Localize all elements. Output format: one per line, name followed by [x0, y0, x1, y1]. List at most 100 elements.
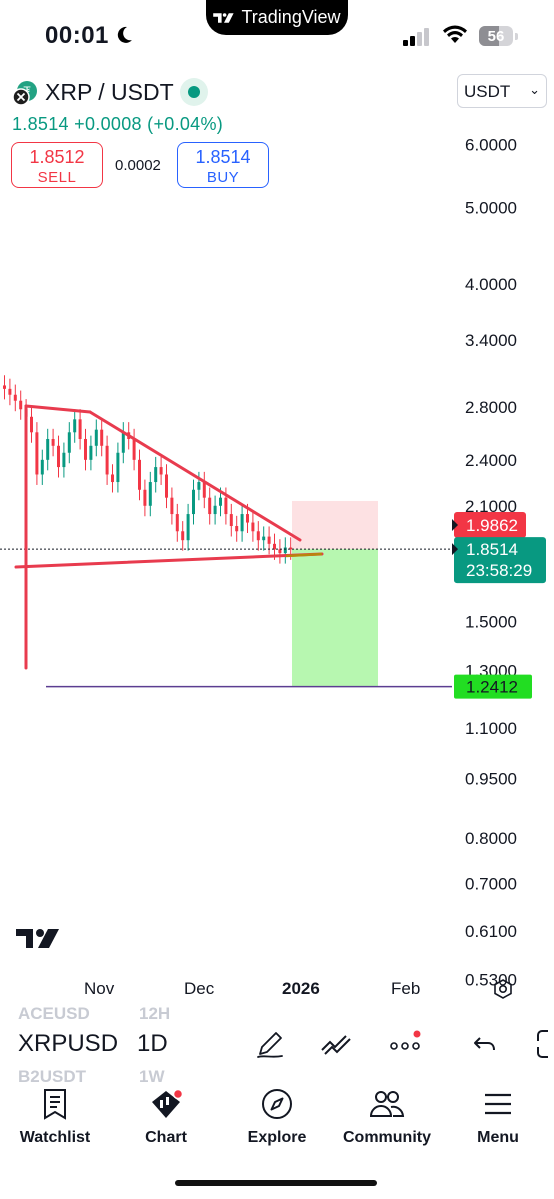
candle-body: [73, 419, 77, 433]
battery-nub: [515, 33, 518, 40]
candle-body: [278, 549, 282, 554]
battery-indicator: 56: [479, 26, 513, 46]
nav-chart-label: Chart: [145, 1129, 187, 1146]
candle-body: [159, 467, 163, 475]
home-indicator: [175, 1180, 377, 1186]
candle-body: [111, 474, 114, 483]
market-open-indicator: [180, 78, 208, 106]
compass-icon: [262, 1089, 292, 1119]
menu-icon: [485, 1093, 511, 1115]
symbol-ticker[interactable]: XRPUSD: [18, 1030, 119, 1057]
current-price-text: 1.8514: [466, 540, 518, 559]
candle-body: [273, 543, 276, 550]
candle-body: [256, 531, 260, 541]
candle-body: [30, 416, 33, 433]
candle-body: [262, 536, 266, 541]
drawing-pen-icon[interactable]: [254, 1028, 286, 1060]
prev-interval[interactable]: 12H: [139, 1004, 171, 1023]
candle-body: [8, 388, 12, 395]
target-price-tag-bg: [454, 511, 526, 538]
candle-body: [116, 452, 120, 483]
nav-community-label: Community: [343, 1129, 431, 1146]
candle-body: [3, 385, 6, 389]
nav-chart[interactable]: Chart: [116, 1088, 216, 1147]
candle-body: [67, 432, 71, 453]
target-price-tag-text: 1.9862: [466, 516, 518, 535]
watchlist-icon: [44, 1089, 66, 1120]
candle-body: [13, 394, 17, 401]
fullscreen-icon[interactable]: [536, 1028, 554, 1060]
price-axis-label: 3.4000: [465, 331, 517, 350]
chart-settings-icon[interactable]: [492, 978, 514, 1000]
trendline: [14, 552, 324, 569]
nav-community[interactable]: Community: [337, 1088, 437, 1147]
price-axis-label: 5.0000: [465, 198, 517, 217]
candle-body: [192, 489, 195, 515]
candle-body: [35, 432, 39, 475]
status-time: 00:01: [45, 22, 109, 49]
community-icon: [369, 1091, 405, 1117]
next-interval[interactable]: 1W: [139, 1067, 165, 1086]
candle-body: [138, 459, 141, 490]
buy-button[interactable]: 1.8514 BUY: [177, 142, 269, 188]
candle-body: [51, 438, 55, 446]
price-change-line: 1.8514 +0.0008 (+0.04%): [12, 114, 223, 135]
candle-body: [289, 547, 293, 550]
candle-body: [213, 505, 217, 515]
battery-level: 56: [487, 27, 505, 45]
candle-body: [246, 514, 249, 523]
time-label-nov: Nov: [84, 979, 115, 998]
symbol-title[interactable]: XRP / USDT: [45, 79, 174, 105]
price-axis-label: 0.5300: [465, 970, 517, 989]
candle-body: [132, 438, 136, 460]
change-value: +0.0008: [74, 114, 142, 134]
change-percent: (+0.04%): [147, 114, 224, 134]
trend-tools-icon[interactable]: [320, 1028, 352, 1060]
price-axis-label: 2.8000: [465, 398, 517, 417]
tradingview-banner[interactable]: TradingView: [206, 0, 348, 35]
candle-body: [84, 438, 87, 460]
nav-watchlist[interactable]: Watchlist: [5, 1088, 105, 1147]
candle-body: [202, 482, 206, 498]
candle-body: [224, 497, 228, 515]
stop-price-text: 1.2412: [466, 678, 518, 697]
interval-selector[interactable]: 1D: [137, 1030, 168, 1057]
nav-menu-label: Menu: [477, 1129, 519, 1146]
candle-body: [100, 429, 104, 446]
prev-symbol[interactable]: ACEUSD: [18, 1004, 90, 1023]
candle-body: [208, 497, 212, 515]
nav-explore-label: Explore: [247, 1129, 307, 1146]
sell-button[interactable]: 1.8512 SELL: [11, 142, 103, 188]
price-axis-label: 1.5000: [465, 613, 517, 632]
candle-body: [186, 514, 190, 541]
currency-select[interactable]: USDT ⌄: [457, 74, 547, 108]
time-label-2026: 2026: [282, 979, 320, 998]
price-axis-label: 1.1000: [465, 719, 517, 738]
trendline: [88, 410, 302, 542]
target-price-tag-pointer: [452, 518, 458, 531]
candle-body: [94, 429, 98, 446]
current-price-pointer: [452, 543, 458, 556]
symbol-close-icon[interactable]: ₮: [12, 80, 38, 106]
next-symbol[interactable]: B2USDT: [18, 1067, 87, 1086]
candle-body: [165, 474, 168, 498]
candle-body: [78, 419, 82, 439]
price-axis-label: 2.1000: [465, 497, 517, 516]
more-tools-icon[interactable]: [389, 1028, 421, 1060]
candle-body: [148, 482, 152, 506]
tradingview-watermark-icon: [16, 929, 59, 948]
nav-watchlist-label: Watchlist: [19, 1129, 91, 1146]
candle-body: [235, 526, 239, 532]
candle-body: [283, 547, 287, 554]
time-label-dec: Dec: [184, 979, 215, 998]
nav-explore[interactable]: Explore: [227, 1088, 327, 1147]
price-chart[interactable]: 7.00006.00005.00004.00003.40002.80002.40…: [0, 0, 554, 1000]
candle-body: [105, 445, 109, 475]
chart-icon: [152, 1088, 183, 1118]
chevron-down-icon: ⌄: [529, 82, 540, 97]
cellular-signal-icon: [403, 28, 429, 46]
undo-icon[interactable]: [470, 1028, 502, 1060]
candle-body: [170, 497, 174, 515]
nav-menu[interactable]: Menu: [448, 1088, 548, 1147]
price-axis-label: 0.9500: [465, 770, 517, 789]
